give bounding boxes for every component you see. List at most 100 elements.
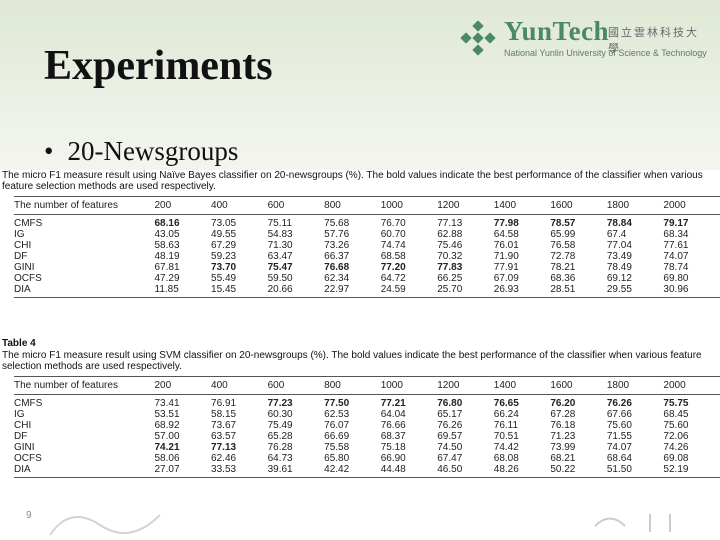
value-cell: 65.28 [267,431,293,442]
value-cell: 71.23 [550,431,576,442]
value-cell: 76.01 [493,240,519,251]
column-header: 400 [211,196,268,215]
table-row: OCFS 58.06 62.46 64.73 65.80 66.90 67.47 68.08 6… [14,453,720,464]
value-cell: 68.36 [550,273,576,284]
column-header: 600 [267,196,325,215]
value-cell: 29.55 [606,284,664,298]
value-cell: 76.65 [493,398,519,409]
value-cell: 77.21 [380,398,406,409]
value-cell: 78.49 [606,262,632,273]
value-cell: 68.37 [380,431,406,442]
bullet-text: 20-Newsgroups [67,136,239,166]
value-cell: 62.88 [437,229,463,240]
value-cell: 72.06 [663,431,689,442]
value-cell: 48.19 [154,251,180,262]
method-cell: DF [14,431,28,442]
method-cell: DF [14,251,28,262]
logo-brand: YunTech [504,16,610,46]
value-cell: 78.74 [663,262,689,273]
column-header: 400 [211,376,268,395]
table-row: IG 53.51 58.15 60.30 62.53 64.04 65.17 66.24 67.… [14,409,720,420]
value-cell: 76.66 [380,420,406,431]
value-cell: 76.70 [380,218,406,229]
value-cell: 73.41 [154,398,180,409]
column-header: 1200 [437,376,494,395]
column-header: 800 [324,196,381,215]
value-cell: 78.84 [606,218,632,229]
value-cell: 74.07 [606,442,632,453]
value-cell: 11.85 [154,284,212,298]
footer-ornament-icon [594,514,671,532]
value-cell: 52.19 [663,464,720,478]
value-cell: 64.73 [267,453,293,464]
value-cell: 76.28 [267,442,293,453]
value-cell: 65.99 [550,229,576,240]
method-cell: IG [14,409,25,420]
value-cell: 74.42 [493,442,519,453]
value-cell: 77.13 [437,218,463,229]
table-header-row: The number of features 200 400 600 800 1000 12… [14,196,720,215]
value-cell: 73.26 [324,240,350,251]
value-cell: 62.53 [324,409,350,420]
value-cell: 71.90 [493,251,519,262]
value-cell: 59.23 [211,251,237,262]
table-row: DIA 27.07 33.53 39.61 42.42 44.48 46.50 48.26 50… [14,464,720,478]
value-cell: 75.75 [663,398,689,409]
value-cell: 77.61 [663,240,689,251]
value-cell: 74.26 [663,442,689,453]
value-cell: 66.37 [324,251,350,262]
table-svm-block: Table 4 The micro F1 measure result usin… [0,338,720,508]
method-cell: DIA [14,284,155,298]
value-cell: 66.90 [380,453,406,464]
value-cell: 68.08 [493,453,519,464]
table-row: DIA 11.85 15.45 20.66 22.97 24.59 25.70 26.93 28… [14,284,720,298]
value-cell: 69.08 [663,453,689,464]
value-cell: 68.45 [663,409,689,420]
table-row: CMFS 68.16 73.05 75.11 75.68 76.70 77.13 77.98 7… [14,215,720,230]
method-cell: IG [14,229,25,240]
table-caption: The micro F1 measure result using Naïve … [2,170,703,192]
method-cell: CHI [14,420,32,431]
value-cell: 69.57 [437,431,463,442]
value-cell: 67.47 [437,453,463,464]
method-cell: CMFS [14,218,43,229]
value-cell: 74.21 [154,442,180,453]
column-header: 1800 [606,196,664,215]
value-cell: 65.80 [324,453,350,464]
value-cell: 30.96 [663,284,720,298]
value-cell: 68.34 [663,229,689,240]
table-row: CHI 68.92 73.67 75.49 76.07 76.66 76.26 76.11 76… [14,420,720,431]
value-cell: 47.29 [154,273,180,284]
value-cell: 75.68 [324,218,350,229]
value-cell: 63.47 [267,251,293,262]
value-cell: 22.97 [324,284,381,298]
value-cell: 67.29 [211,240,237,251]
column-header: 1000 [380,376,438,395]
value-cell: 63.57 [211,431,237,442]
university-emblem-icon [460,20,496,56]
logo-chinese-name: 國立雲林科技大學 [608,27,699,55]
value-cell: 58.06 [154,453,180,464]
value-cell: 76.11 [493,420,519,431]
value-cell: 76.91 [211,398,237,409]
table-header-row: The number of features 200 400 600 800 1000 12… [14,376,720,395]
value-cell: 42.42 [324,464,381,478]
value-cell: 64.72 [380,273,406,284]
value-cell: 74.74 [380,240,406,251]
method-cell: CHI [14,240,32,251]
table-row: IG 43.05 49.55 54.83 57.76 60.70 62.88 64.58 65.… [14,229,720,240]
method-cell: OCFS [14,273,42,284]
value-cell: 66.24 [493,409,519,420]
table-row: CMFS 73.41 76.91 77.23 77.50 77.21 76.80 76.65 7… [14,395,720,410]
method-cell: DIA [14,464,155,478]
value-cell: 74.50 [437,442,463,453]
value-cell: 73.99 [550,442,576,453]
value-cell: 70.51 [493,431,519,442]
method-cell: CMFS [14,398,43,409]
footer-watermark-icon [49,514,161,536]
value-cell: 58.15 [211,409,237,420]
value-cell: 71.55 [606,431,632,442]
value-cell: 77.91 [493,262,519,273]
column-header: 2000 [663,376,720,395]
table-caption: The micro F1 measure result using SVM cl… [2,350,702,372]
